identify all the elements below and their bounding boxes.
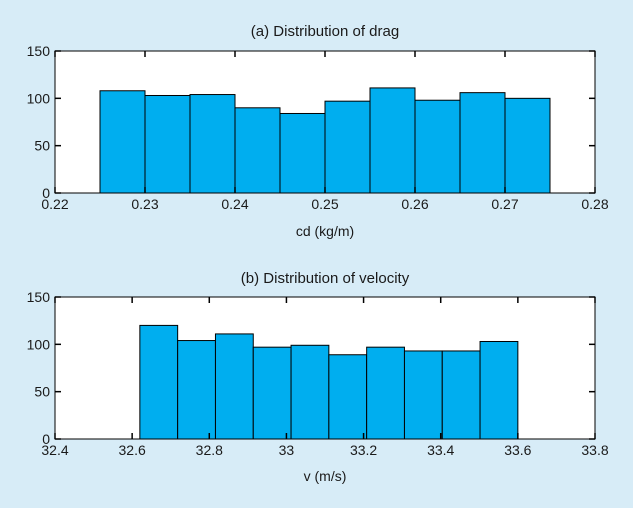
velocity-x-axis-label: v (m/s): [304, 468, 347, 484]
drag-histogram-panel: (a) Distribution of drag 0.22 0.23 0.24 …: [27, 23, 609, 239]
velocity-x-tick-label: 33.6: [504, 442, 531, 458]
velocity-y-tick-label: 0: [42, 431, 50, 447]
drag-x-axis-label: cd (kg/m): [296, 223, 354, 239]
velocity-y-tick-label: 150: [27, 289, 51, 305]
drag-histogram-bar: [234, 107, 281, 194]
drag-histogram-bar: [324, 100, 371, 194]
drag-x-tick-label: 0.28: [581, 196, 608, 212]
drag-x-tick-label: 0.27: [491, 196, 518, 212]
velocity-histogram-bar: [214, 333, 254, 440]
drag-x-tick-label: 0.26: [401, 196, 428, 212]
velocity-y-tick-labels: 0 50 100 150: [27, 289, 51, 447]
drag-y-tick-label: 50: [34, 138, 50, 154]
drag-histogram-bar: [459, 92, 506, 194]
drag-plot-frame: [54, 50, 596, 194]
drag-chart-title: (a) Distribution of drag: [251, 23, 399, 40]
velocity-histogram-bar: [479, 340, 519, 440]
drag-bars: [99, 87, 551, 194]
drag-histogram-bar: [189, 94, 236, 194]
drag-y-tick-label: 100: [27, 90, 51, 106]
velocity-x-tick-labels: 32.4 32.6 32.8 33 33.2 33.4 33.6 33.8: [41, 442, 608, 458]
drag-y-tick-label: 150: [27, 43, 51, 59]
velocity-x-tick-label: 33: [279, 442, 295, 458]
velocity-histogram-bar: [290, 344, 330, 440]
velocity-x-tick-label: 33.4: [427, 442, 454, 458]
velocity-x-tick-label: 33.8: [581, 442, 608, 458]
velocity-histogram-bar: [328, 354, 368, 440]
velocity-y-tick-label: 100: [27, 336, 51, 352]
velocity-histogram-bar: [441, 350, 481, 440]
drag-histogram-bar: [414, 99, 461, 194]
drag-histogram-bar: [279, 112, 326, 194]
velocity-histogram-bar: [252, 346, 292, 440]
drag-histogram-bar: [144, 94, 191, 194]
velocity-plot-frame: [54, 296, 596, 440]
velocity-x-tick-label: 33.2: [350, 442, 377, 458]
drag-x-tick-label: 0.25: [311, 196, 338, 212]
velocity-histogram-panel: (b) Distribution of velocity 32.4 32.6 3…: [27, 270, 609, 484]
drag-histogram-bar: [369, 87, 416, 194]
velocity-x-tick-label: 32.4: [41, 442, 68, 458]
velocity-y-tick-label: 50: [34, 384, 50, 400]
drag-y-tick-label: 0: [42, 185, 50, 201]
drag-histogram-bar: [99, 90, 146, 194]
drag-x-tick-label: 0.22: [41, 196, 68, 212]
drag-y-tick-labels: 0 50 100 150: [27, 43, 51, 201]
velocity-histogram-bar: [139, 324, 179, 440]
drag-x-tick-labels: 0.22 0.23 0.24 0.25 0.26 0.27 0.28: [41, 196, 608, 212]
velocity-chart-title: (b) Distribution of velocity: [241, 270, 410, 287]
drag-x-tick-label: 0.23: [131, 196, 158, 212]
velocity-x-tick-label: 32.8: [196, 442, 223, 458]
velocity-x-tick-label: 32.6: [119, 442, 146, 458]
velocity-histogram-bar: [403, 350, 443, 440]
velocity-histogram-bar: [177, 340, 216, 440]
drag-x-tick-label: 0.24: [221, 196, 248, 212]
velocity-histogram-bar: [366, 346, 405, 440]
drag-histogram-bar: [504, 97, 551, 194]
